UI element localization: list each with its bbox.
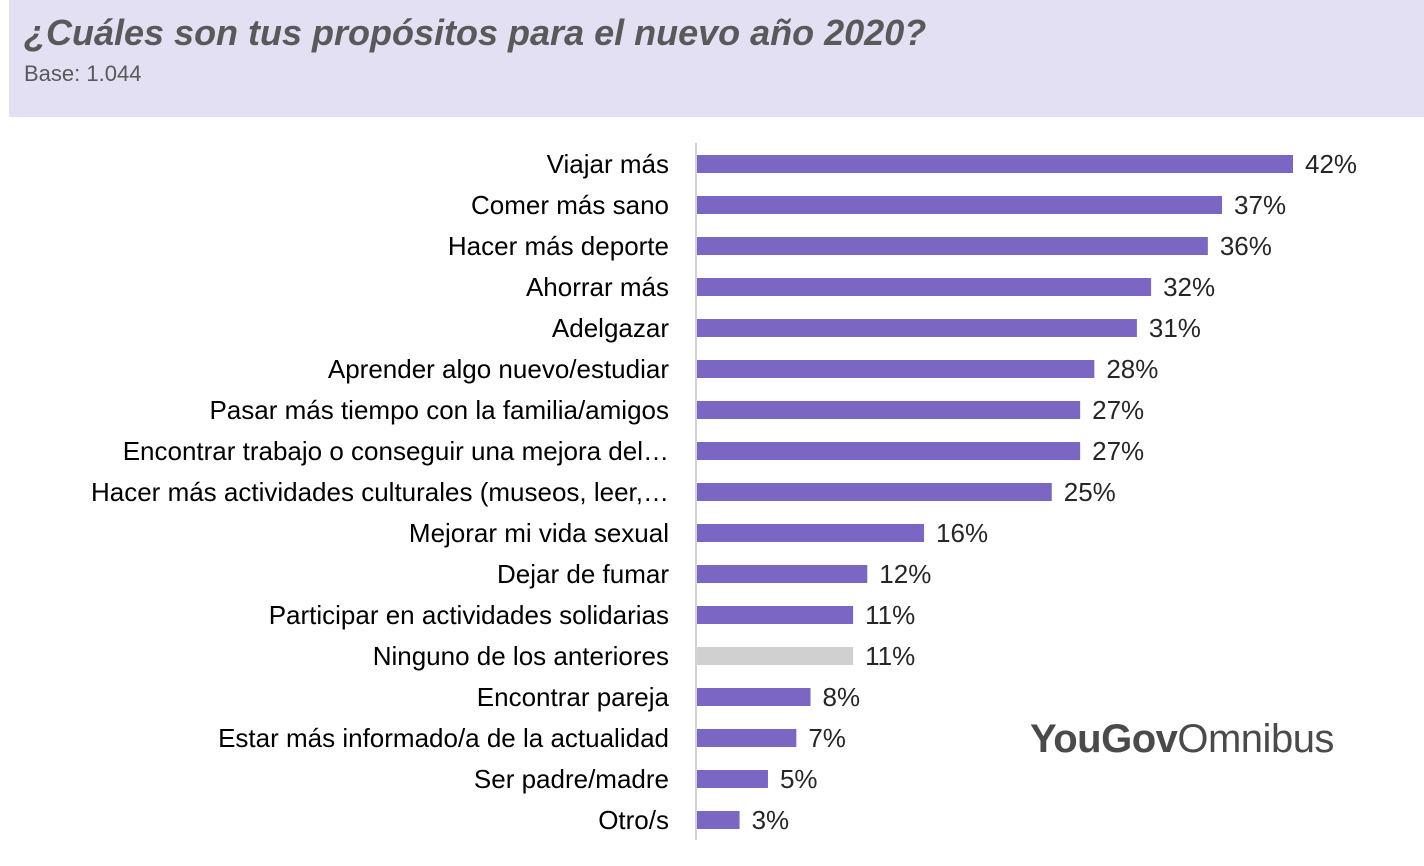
chart-title: ¿Cuáles son tus propósitos para el nuevo… <box>24 12 927 53</box>
bar <box>697 319 1137 337</box>
category-label: Encontrar trabajo o conseguir una mejora… <box>123 436 669 466</box>
bar <box>697 483 1052 501</box>
category-label: Estar más informado/a de la actualidad <box>218 723 669 753</box>
bar <box>697 647 854 665</box>
bar <box>697 729 797 747</box>
bar <box>697 237 1208 255</box>
category-label: Dejar de fumar <box>497 559 669 589</box>
data-label: 32% <box>1163 272 1215 302</box>
data-label: 36% <box>1220 231 1272 261</box>
category-label: Participar en actividades solidarias <box>269 600 669 630</box>
data-label: 11% <box>865 600 915 630</box>
bar <box>697 278 1152 296</box>
chart-subtitle: Base: 1.044 <box>24 61 142 86</box>
bar <box>697 442 1081 460</box>
category-label: Pasar más tiempo con la familia/amigos <box>209 395 669 425</box>
chart-plot-area: Viajar más 42% Comer más sano 37% Hacer más … <box>91 143 1357 840</box>
bar <box>697 688 811 706</box>
category-label: Ninguno de los anteriores <box>373 641 669 671</box>
header-banner: ¿Cuáles son tus propósitos para el nuevo… <box>9 0 1424 117</box>
bar <box>697 196 1223 214</box>
category-label: Ahorrar más <box>526 272 669 302</box>
data-label: 11% <box>865 641 915 671</box>
data-label: 3% <box>752 805 790 835</box>
category-label: Ser padre/madre <box>474 764 669 794</box>
data-label: 31% <box>1149 313 1201 343</box>
category-label: Viajar más <box>547 149 669 179</box>
yougov-omnibus-logo: YouGovOmnibus <box>1030 717 1334 762</box>
data-label: 25% <box>1064 477 1116 507</box>
data-label: 37% <box>1234 190 1286 220</box>
bar <box>697 155 1293 173</box>
logo-brand: YouGov <box>1030 717 1178 761</box>
category-label: Mejorar mi vida sexual <box>409 518 669 548</box>
data-label: 7% <box>808 723 846 753</box>
category-label: Encontrar pareja <box>477 682 670 712</box>
category-label: Comer más sano <box>471 190 669 220</box>
data-label: 8% <box>823 682 861 712</box>
bar <box>697 606 854 624</box>
category-label: Otro/s <box>598 805 669 835</box>
data-label: 28% <box>1106 354 1158 384</box>
data-label: 27% <box>1092 436 1144 466</box>
data-label: 42% <box>1305 149 1357 179</box>
bar <box>697 401 1081 419</box>
bar <box>697 360 1095 378</box>
data-label: 16% <box>936 518 988 548</box>
category-label: Hacer más deporte <box>448 231 669 261</box>
category-label: Adelgazar <box>552 313 669 343</box>
bar <box>697 524 925 542</box>
logo-product: Omnibus <box>1177 717 1334 761</box>
data-label: 12% <box>879 559 931 589</box>
bar <box>697 565 868 583</box>
data-label: 5% <box>780 764 818 794</box>
bar <box>697 811 740 829</box>
category-label: Aprender algo nuevo/estudiar <box>328 354 669 384</box>
bar <box>697 770 768 788</box>
category-label: Hacer más actividades culturales (museos… <box>91 477 669 507</box>
data-label: 27% <box>1092 395 1144 425</box>
